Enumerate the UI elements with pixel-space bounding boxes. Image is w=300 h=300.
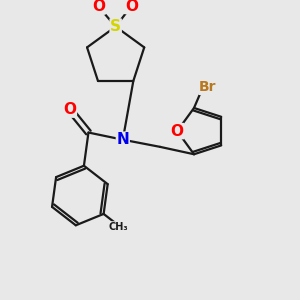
Text: CH₃: CH₃ bbox=[109, 222, 128, 232]
Text: O: O bbox=[171, 124, 184, 139]
Text: Br: Br bbox=[199, 80, 217, 94]
Text: N: N bbox=[116, 132, 129, 147]
Text: O: O bbox=[92, 0, 105, 14]
Text: O: O bbox=[125, 0, 138, 14]
Text: O: O bbox=[63, 102, 76, 117]
Text: S: S bbox=[110, 19, 121, 34]
